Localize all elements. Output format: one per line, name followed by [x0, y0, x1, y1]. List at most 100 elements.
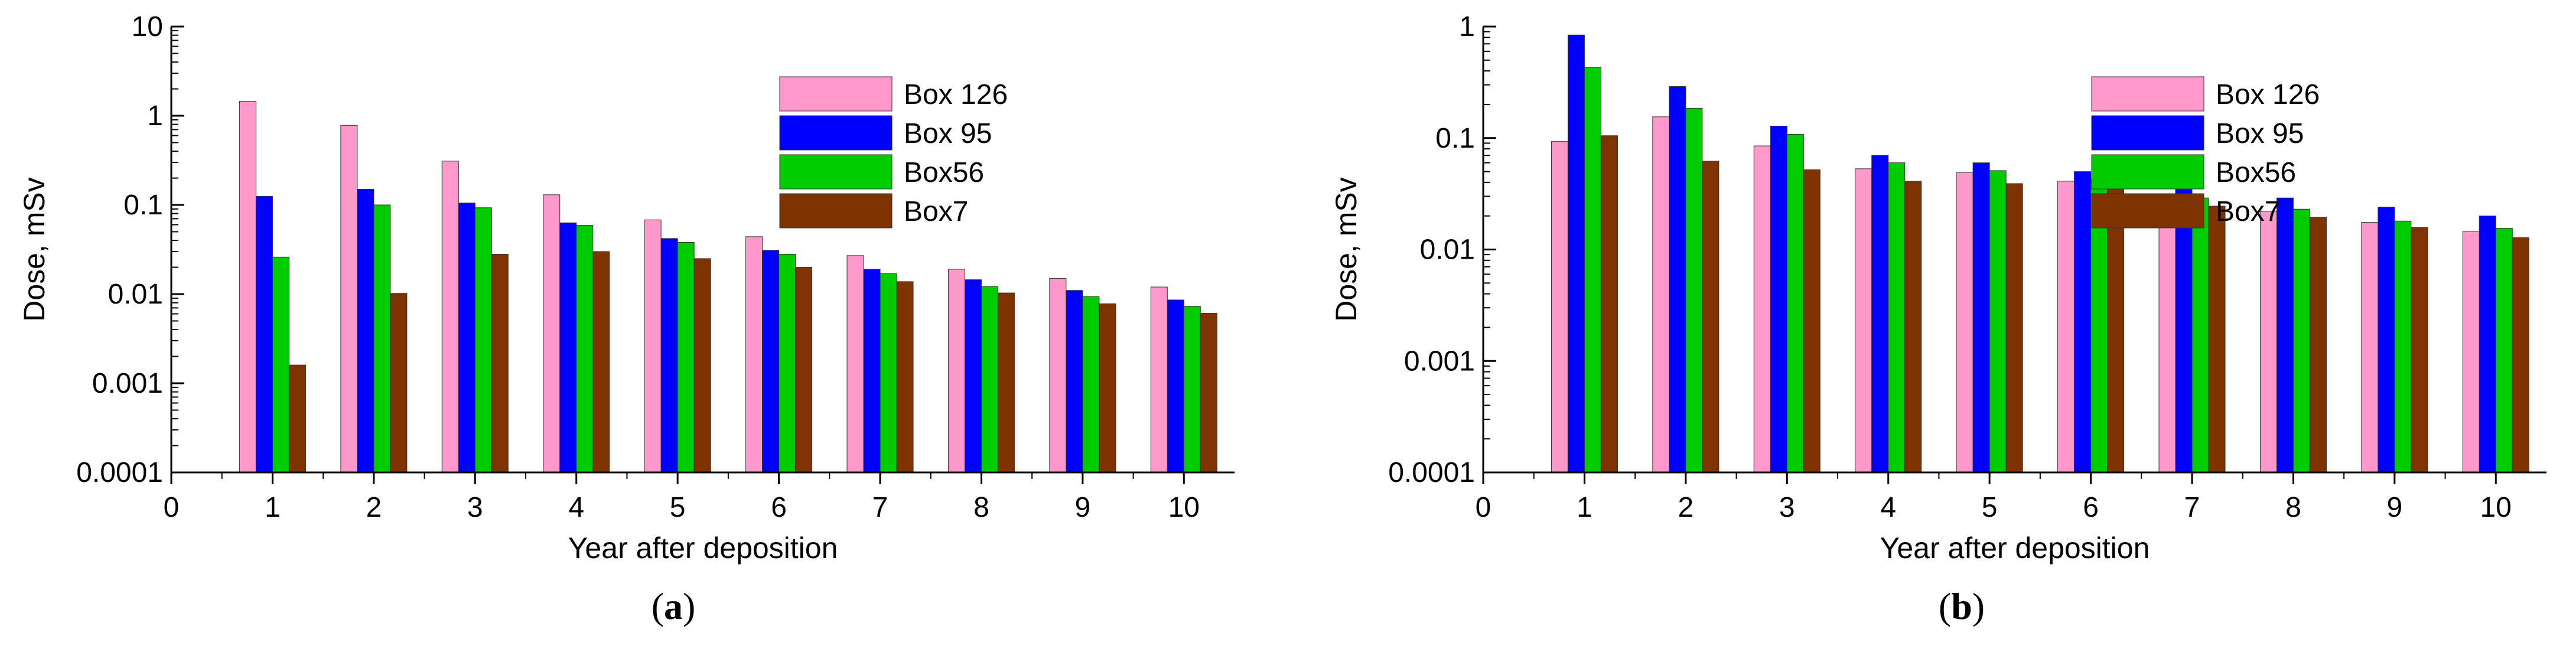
x-tick-label: 10 [1168, 492, 1200, 523]
bar [1567, 34, 1585, 473]
legend-swatch [779, 115, 893, 151]
bar [880, 273, 897, 473]
bar [1989, 170, 2007, 473]
bar [390, 293, 408, 473]
legend-label: Box 95 [2216, 118, 2304, 149]
panel-caption-a: (a) [651, 585, 696, 627]
legend-swatch [779, 193, 893, 229]
bar [863, 269, 881, 473]
y-axis-title: Dose, mSv [1330, 177, 1363, 322]
bar [1150, 286, 1168, 473]
y-tick-label: 10 [132, 11, 163, 43]
y-axis-title: Dose, mSv [18, 177, 51, 322]
bar [779, 253, 796, 473]
bar [1584, 67, 1601, 473]
bar [543, 194, 561, 473]
legend-label: Box7 [904, 196, 968, 227]
x-tick-label: 10 [2480, 492, 2512, 523]
bar [762, 250, 780, 473]
bar [1904, 181, 1922, 473]
bar [1770, 126, 1787, 473]
x-tick-label: 9 [2387, 492, 2403, 523]
bar [1066, 290, 1083, 473]
bar [693, 258, 711, 473]
bar [2378, 207, 2395, 473]
x-tick-label: 0 [164, 492, 180, 523]
x-tick-label: 1 [1577, 492, 1593, 523]
x-tick-label: 8 [2285, 492, 2301, 523]
bar [981, 286, 998, 473]
x-tick-label: 0 [1476, 492, 1491, 523]
y-tick-label: 0.0001 [1388, 457, 1475, 488]
bar [272, 256, 289, 473]
bar [1669, 86, 1686, 473]
legend-label: Box 126 [904, 79, 1008, 110]
bar [576, 225, 594, 473]
bar [2057, 181, 2075, 473]
y-tick-label: 0.1 [1435, 123, 1475, 154]
panel-label-a: a [664, 585, 683, 627]
bar [846, 255, 864, 473]
legend-label: Box56 [904, 157, 984, 188]
legend-label: Box7 [2216, 196, 2280, 227]
x-axis-title: Year after deposition [568, 531, 838, 565]
bar [1167, 299, 1184, 473]
bar [677, 242, 695, 473]
bar [1753, 145, 1771, 473]
y-tick-label: 0.0001 [76, 457, 163, 488]
y-tick-label: 1 [1459, 11, 1475, 43]
bar [1803, 169, 1821, 473]
x-tick-label: 3 [467, 492, 483, 523]
bar [2411, 227, 2428, 473]
bar [2361, 222, 2379, 473]
panel-label-b: b [1951, 585, 1972, 627]
bar [2495, 228, 2513, 473]
bar [255, 195, 273, 473]
x-tick-label: 2 [1678, 492, 1694, 523]
bar [1049, 278, 1067, 473]
bar [2175, 188, 2193, 473]
bar [1871, 155, 1889, 473]
bar [1685, 107, 1703, 473]
bar [2394, 220, 2412, 473]
bar [2074, 171, 2092, 473]
bar [1702, 161, 1719, 473]
bar [964, 279, 982, 473]
bar [441, 161, 459, 473]
bar [1786, 133, 1804, 473]
bar [373, 204, 391, 473]
chart-a: 0.0001 0.001 0.01 0.1 1 10 0 1 2 3 4 5 6 7 8 9 10 Year af… [18, 11, 1235, 565]
bar [357, 188, 374, 473]
bar [2276, 197, 2294, 473]
x-tick-label: 4 [568, 492, 584, 523]
bar [1551, 141, 1568, 473]
bar [947, 269, 965, 473]
bar [2191, 197, 2209, 473]
bar [2107, 188, 2125, 473]
bar [997, 292, 1015, 473]
bar [745, 236, 763, 473]
x-tick-label: 5 [1982, 492, 1998, 523]
legend-swatch [2091, 154, 2204, 190]
x-axis-title: Year after deposition [1880, 531, 2150, 565]
bar [644, 219, 662, 473]
legend-label: Box 95 [904, 118, 992, 149]
x-tick-label: 4 [1880, 492, 1896, 523]
x-tick-label: 1 [265, 492, 281, 523]
legend-swatch [779, 154, 893, 190]
bar [1099, 303, 1116, 473]
bar [2158, 199, 2176, 473]
panel-caption-b: (b) [1938, 585, 1985, 627]
y-tick-label: 0.001 [1404, 345, 1475, 377]
bar [288, 364, 306, 473]
x-tick-label: 8 [973, 492, 989, 523]
bar [896, 281, 914, 473]
x-tick-label: 6 [2083, 492, 2099, 523]
bar [1888, 162, 1906, 473]
bar [458, 203, 476, 473]
x-tick-label: 9 [1075, 492, 1091, 523]
legend-swatch [2091, 76, 2204, 112]
x-tick-label: 2 [366, 492, 382, 523]
legend-swatch [2091, 115, 2204, 151]
